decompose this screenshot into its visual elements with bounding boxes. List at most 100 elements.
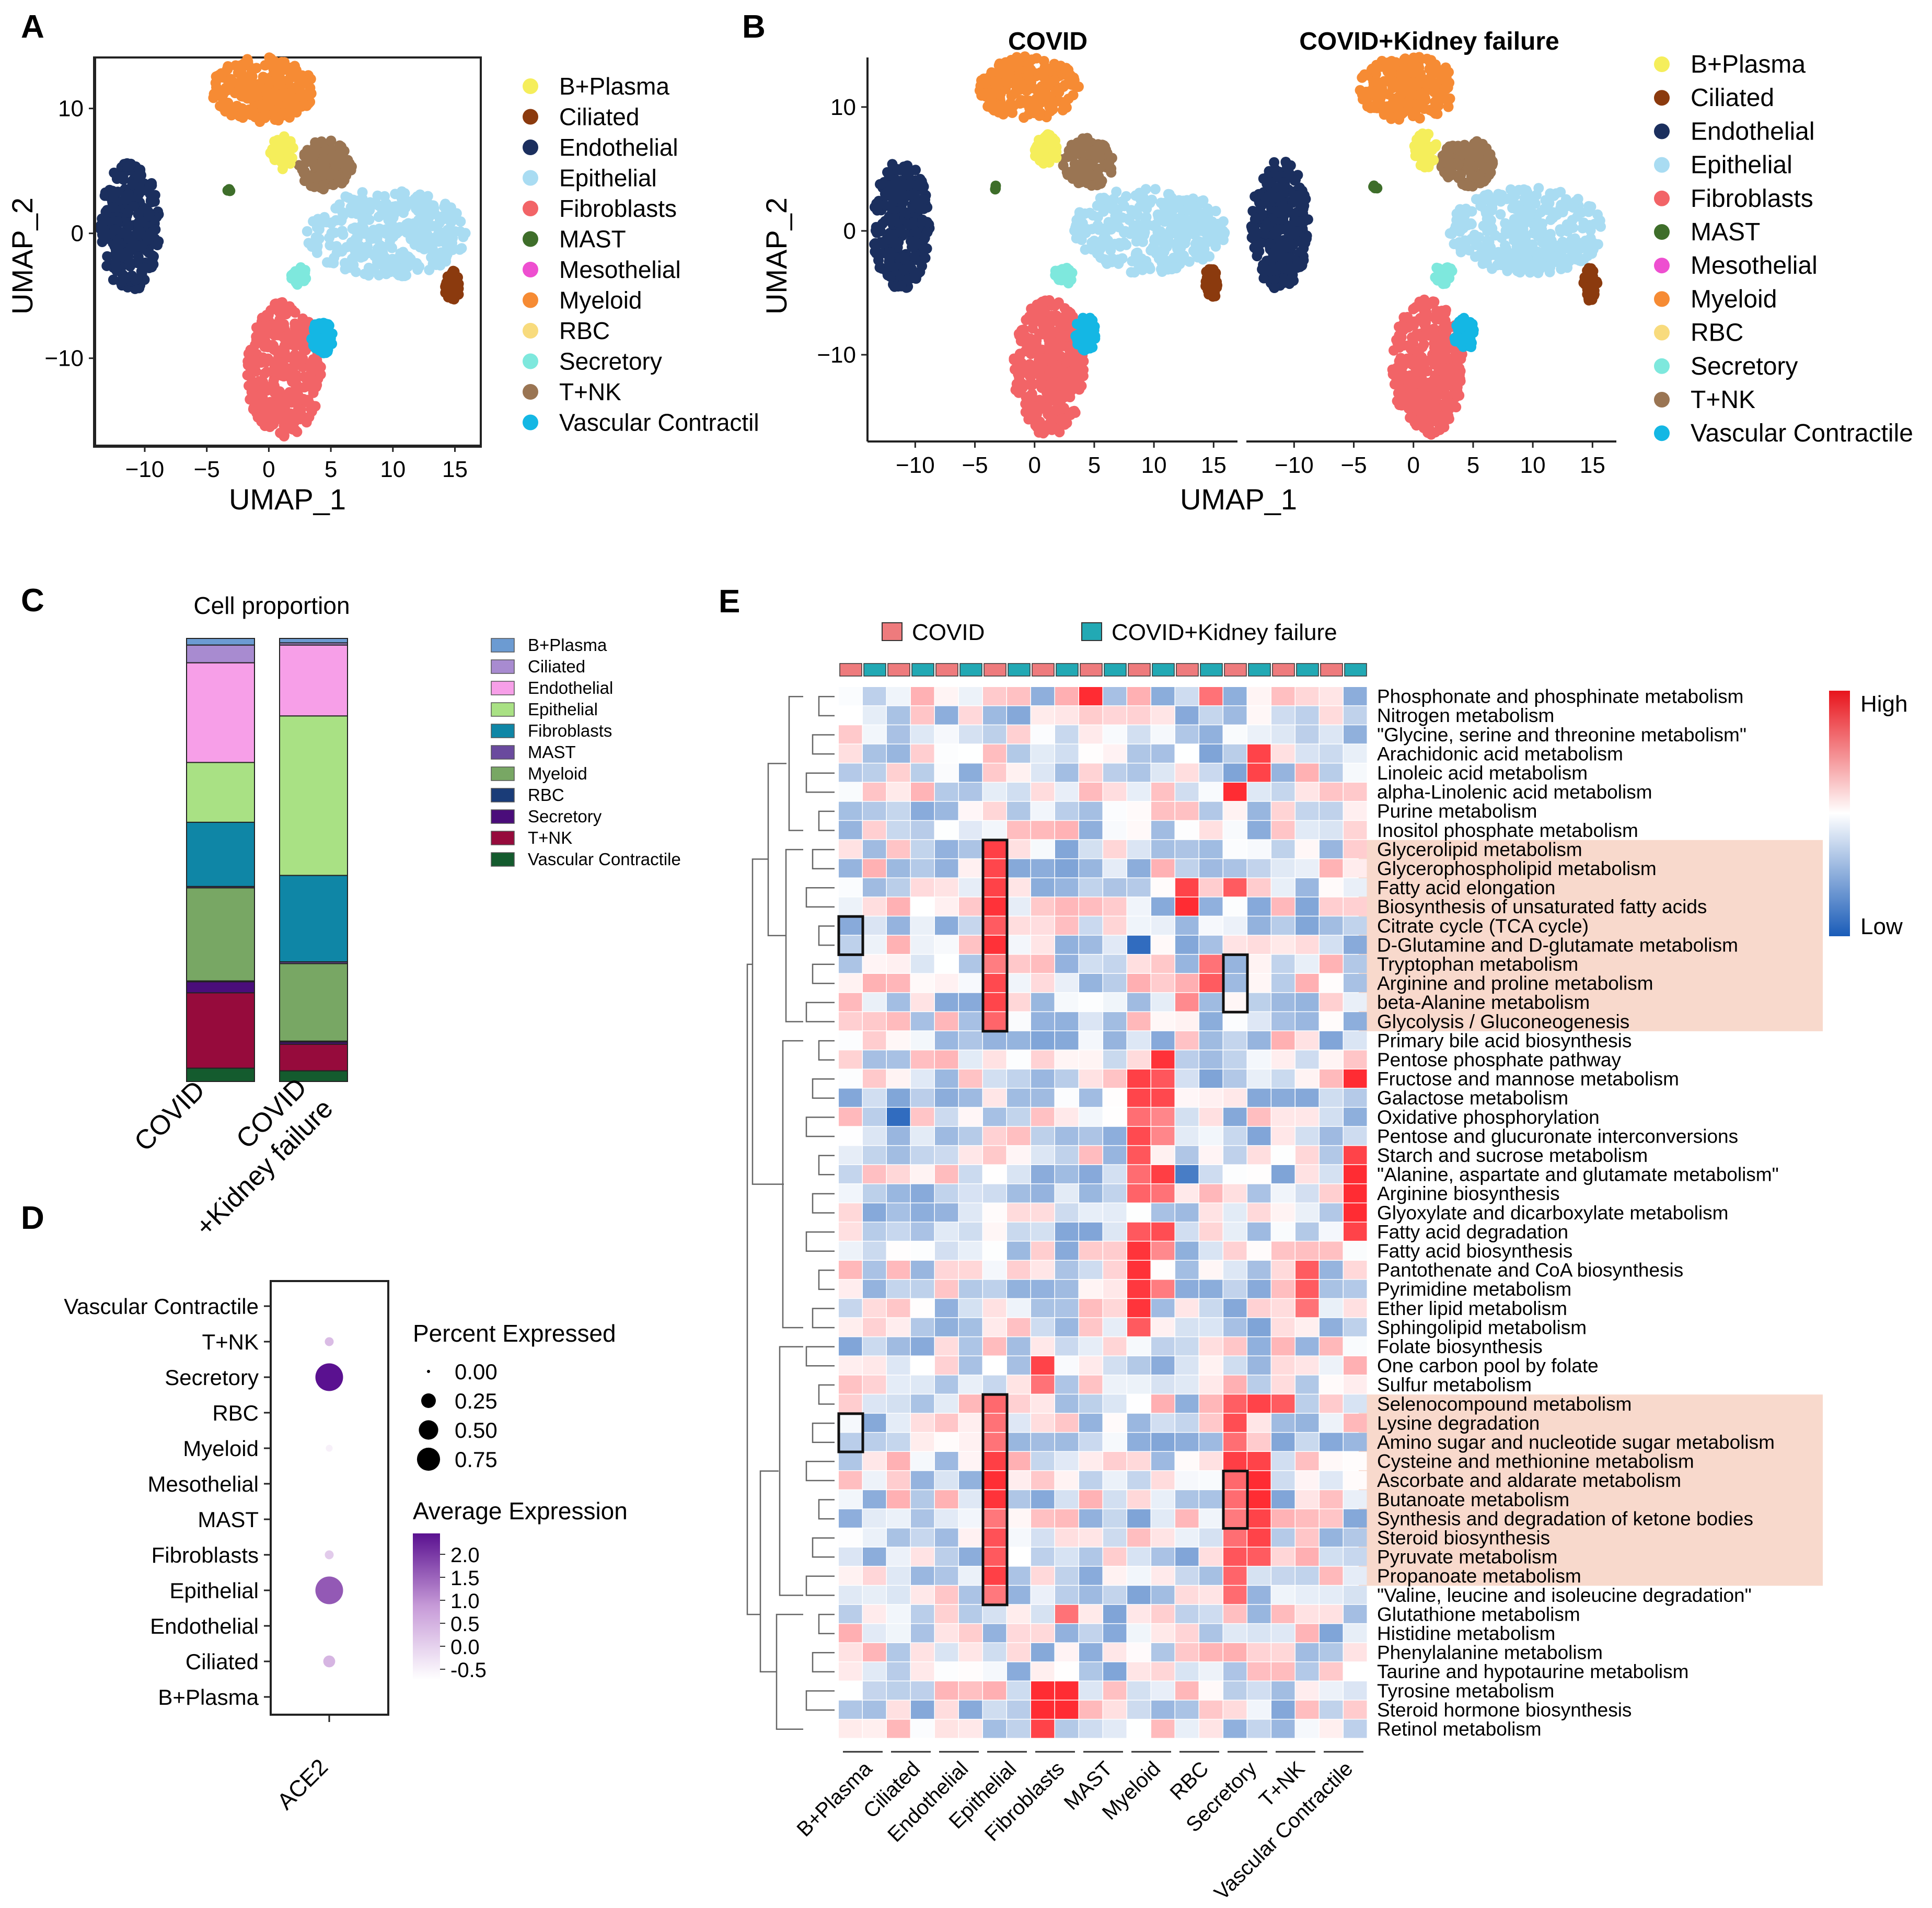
cluster-b-plasma (1029, 129, 1062, 169)
panel-letter-b: B (742, 9, 766, 45)
annotation-cell (839, 663, 862, 677)
heatmap-cell (887, 1088, 910, 1107)
heatmap-cell (1175, 840, 1199, 858)
umap-point (1106, 167, 1117, 178)
umap-point (1413, 346, 1424, 357)
heatmap-cell (1007, 1012, 1031, 1031)
heatmap-cell (1055, 1088, 1079, 1107)
legend-dot (523, 201, 538, 216)
color-legend-label: 0.5 (450, 1613, 480, 1636)
heatmap-cell (911, 859, 934, 878)
heatmap-cell (935, 1050, 958, 1069)
heatmap-cell (863, 1126, 886, 1145)
umap-point (1180, 195, 1191, 206)
cluster-mast (990, 180, 1001, 195)
umap-point (1566, 235, 1577, 246)
umap-point (1430, 59, 1441, 70)
heatmap-cell (935, 706, 958, 725)
legend-dot (1654, 324, 1670, 341)
heatmap-cell (1271, 1050, 1295, 1069)
legend-swatch (491, 809, 515, 824)
umap-point (310, 232, 321, 243)
heatmap-cell (863, 1088, 886, 1107)
size-legend-dot (417, 1447, 441, 1471)
umap-point (248, 391, 259, 402)
umap-b-xlabel: UMAP_1 (1180, 483, 1297, 516)
umap-point (226, 110, 237, 121)
heatmap-cell (1320, 955, 1343, 973)
heatmap-cell (1175, 744, 1199, 763)
heatmap-cell (887, 1012, 910, 1031)
legend-swatch (491, 638, 515, 653)
cluster-endothelial (869, 159, 935, 293)
umap-point (275, 79, 286, 90)
umap-point (994, 100, 1005, 111)
heatmap-cell (1031, 935, 1055, 954)
heatmap-cell (1271, 1108, 1295, 1126)
umap-point (1392, 395, 1403, 406)
heatmap-cell (1103, 916, 1127, 935)
heatmap-cell (1151, 993, 1175, 1011)
heatmap-cell (959, 1088, 982, 1107)
umap-point (885, 247, 896, 258)
umap-point (917, 214, 928, 225)
umap-point (335, 153, 346, 164)
annotation-cell (1056, 663, 1079, 677)
heatmap-cell (1320, 1108, 1343, 1126)
heatmap-cell (1175, 763, 1199, 782)
heatmap-cell (1007, 1108, 1031, 1126)
heatmap-cell (1007, 1146, 1031, 1165)
umap-point (1484, 237, 1495, 248)
x-tick-label: −10 (1275, 452, 1314, 478)
proportion-legend: B+PlasmaCiliatedEndothelialEpithelialFib… (491, 635, 681, 869)
annotation-cell (935, 663, 958, 677)
heatmap-cell (887, 916, 910, 935)
umap-point (259, 368, 270, 379)
heatmap-cell (911, 916, 934, 935)
legend-dot (523, 109, 538, 125)
heatmap-cell (935, 878, 958, 897)
heatmap-cell (935, 1031, 958, 1050)
umap-point (1422, 356, 1433, 367)
legend-label: RBC (559, 317, 610, 344)
umap-point (1440, 278, 1451, 289)
heatmap-cell (959, 744, 982, 763)
bar-segment-fibroblasts (186, 821, 255, 887)
umap-point (920, 252, 931, 263)
heatmap-cell (983, 1184, 1007, 1203)
umap-point (1475, 201, 1486, 211)
dotplot-frame (270, 1280, 389, 1716)
heatmap-cell (1103, 935, 1127, 954)
heatmap-cell (1271, 763, 1295, 782)
heatmap-cell (1199, 706, 1223, 725)
legend-label: Endothelial (1691, 118, 1815, 145)
legend-label: Endothelial (559, 134, 678, 161)
panel-letter-a: A (21, 9, 44, 45)
legend-dot (1654, 425, 1670, 441)
heatmap-cell (935, 1126, 958, 1145)
heatmap-cell (1320, 725, 1343, 744)
umap-point (279, 347, 290, 357)
heatmap-cell (959, 974, 982, 993)
heatmap-cell (1223, 783, 1247, 801)
heatmap-cell (959, 859, 982, 878)
y-tick-label: 10 (830, 95, 856, 120)
umap-point (1480, 162, 1491, 173)
heatmap-cell (1271, 744, 1295, 763)
heatmap-cell (1344, 1146, 1367, 1165)
heatmap-cell (1344, 878, 1367, 897)
size-legend-dot (427, 1370, 430, 1373)
umap-point (1066, 386, 1077, 397)
heatmap-cell (887, 859, 910, 878)
umap-point (1054, 271, 1065, 282)
legend-swatch (491, 659, 515, 674)
umap-point (1018, 97, 1029, 108)
heatmap-cell (887, 1165, 910, 1184)
proportion-xlabel-covid: COVID (129, 1075, 211, 1157)
heatmap-cell (959, 935, 982, 954)
umap-point (234, 111, 245, 122)
umap-point (1453, 159, 1464, 170)
umap-point (1429, 82, 1440, 93)
panel-letter-c: C (21, 583, 44, 619)
